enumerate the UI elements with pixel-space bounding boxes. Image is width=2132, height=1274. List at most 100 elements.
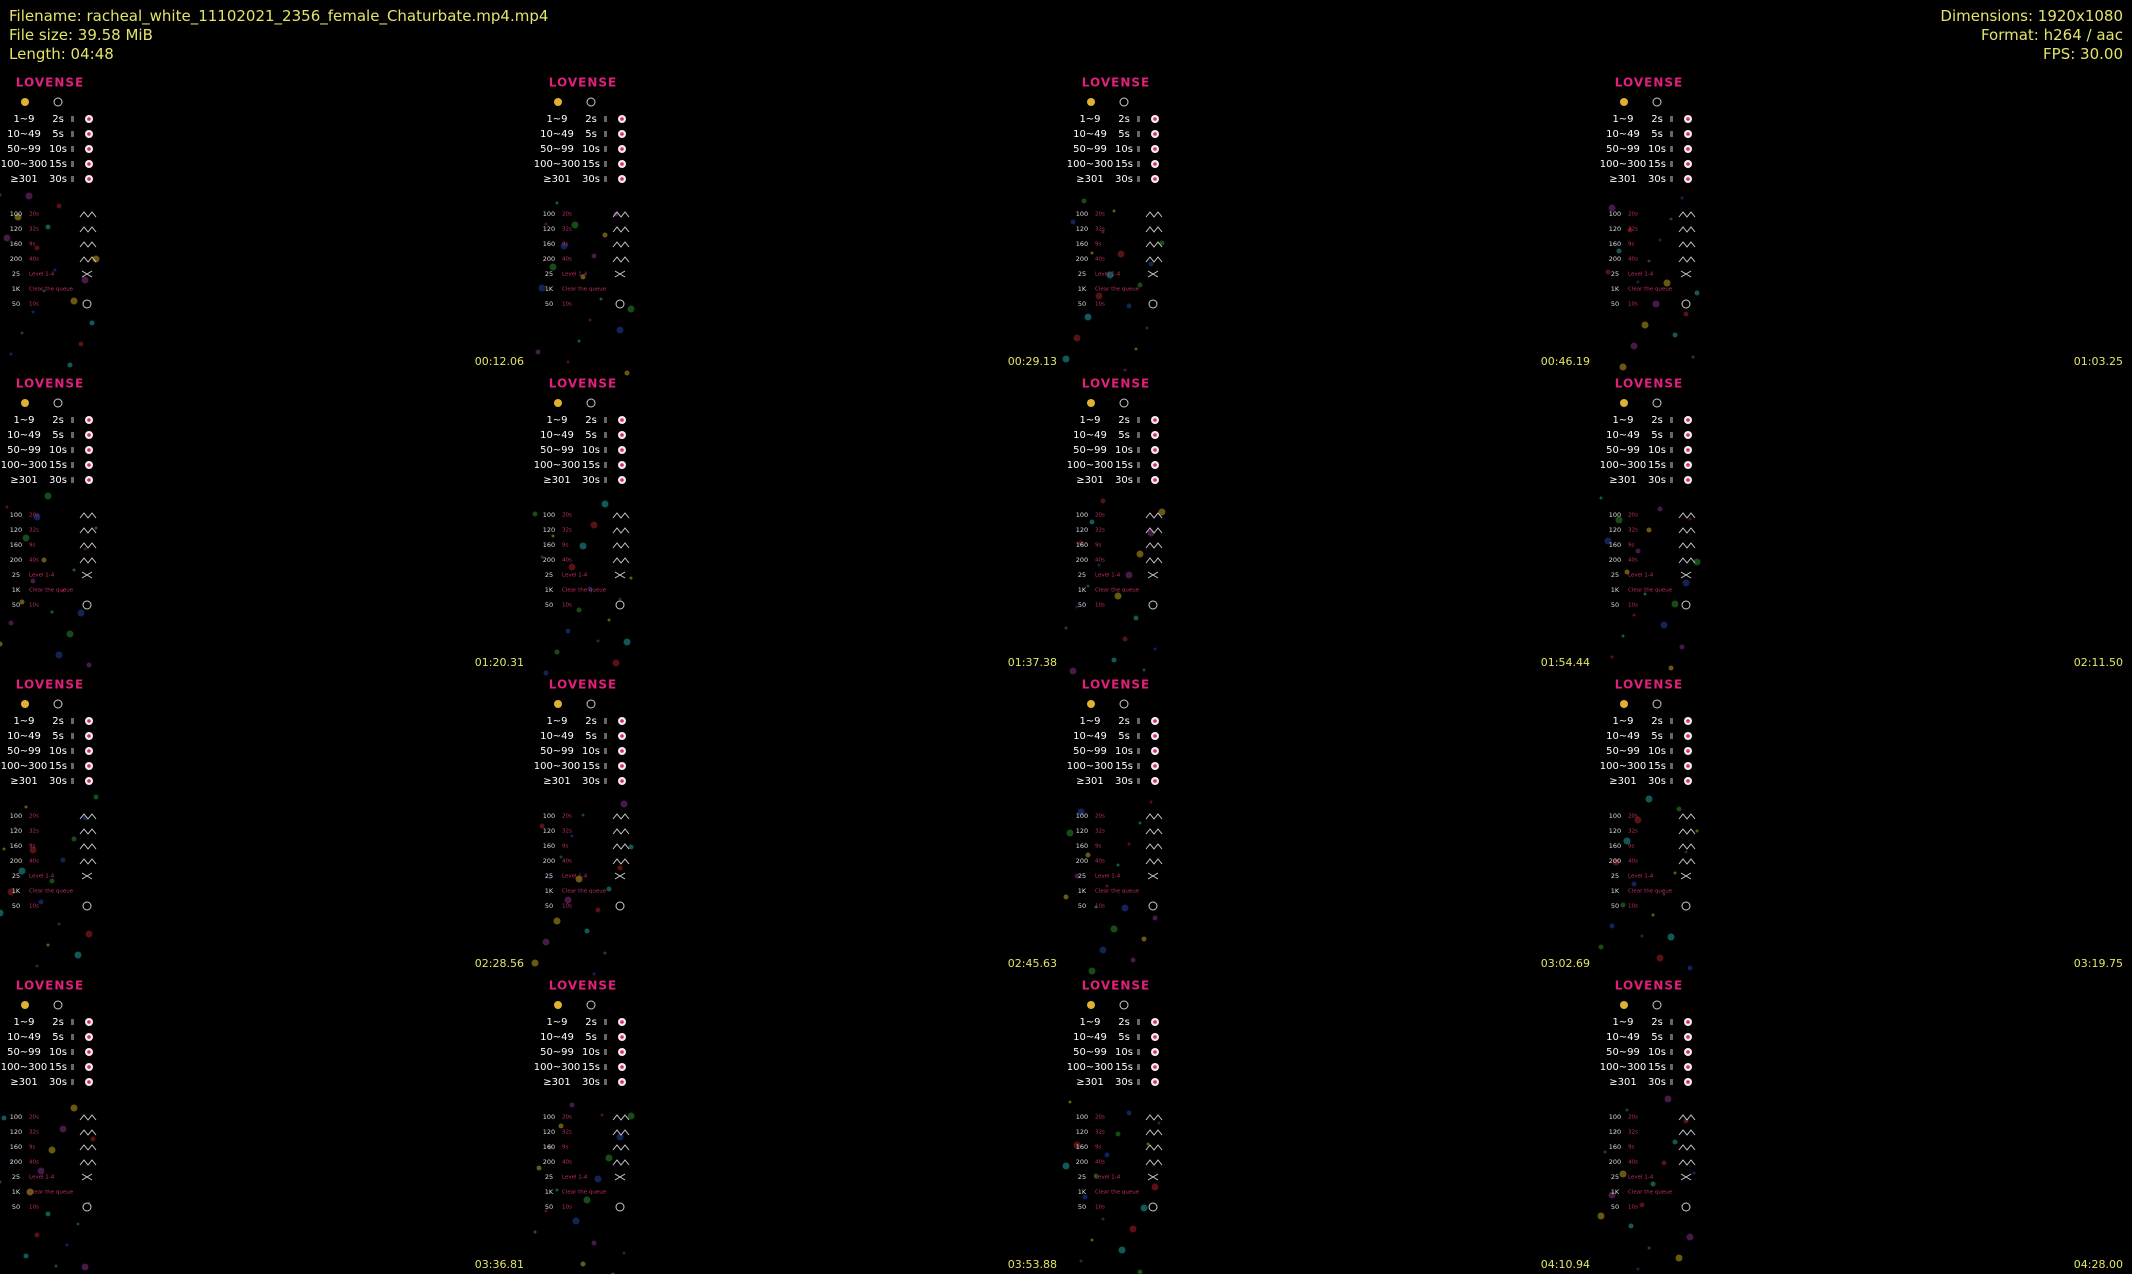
- tip-range: 100~300: [1, 1062, 48, 1073]
- video-speck: [1145, 326, 1149, 330]
- video-speck: [90, 1136, 96, 1142]
- special-label: 20s: [1095, 814, 1105, 820]
- level-icon-dot: [1153, 132, 1157, 136]
- video-speck: [55, 651, 63, 659]
- level-icon-dot: [1686, 177, 1690, 181]
- brand-logo: LOVENSE: [1082, 76, 1150, 90]
- level-bar: [1670, 131, 1673, 137]
- pattern-icon: [79, 512, 97, 519]
- video-speck: [566, 360, 570, 364]
- special-label: Level 1-4: [1628, 1175, 1654, 1181]
- special-amount: 200: [1609, 556, 1621, 564]
- level-bar: [71, 432, 74, 438]
- level-icon-dot: [1153, 779, 1157, 783]
- tip-duration: 10s: [1115, 445, 1133, 456]
- special-label: 10s: [1095, 1205, 1105, 1211]
- tip-duration: 30s: [1648, 174, 1666, 185]
- brand-logo: LOVENSE: [549, 678, 617, 692]
- tip-duration: 2s: [1118, 415, 1130, 426]
- special-amount: 100: [1609, 812, 1621, 820]
- pattern-icon: [612, 1159, 630, 1166]
- special-amount: 120: [543, 1128, 555, 1136]
- tip-duration: 5s: [52, 1032, 64, 1043]
- special-amount: 1K: [12, 1188, 21, 1196]
- tip-range: 1~9: [13, 114, 34, 125]
- level-icon-dot: [620, 1050, 624, 1054]
- file-size: File size: 39.58 MiB: [9, 26, 153, 44]
- level-icon-dot: [1153, 1050, 1157, 1054]
- video-speck: [1070, 219, 1076, 225]
- special-label: Clear the queue: [29, 287, 74, 293]
- level-bar: [1670, 718, 1673, 724]
- special-amount: 120: [1076, 225, 1088, 233]
- level-icon-dot: [620, 463, 624, 467]
- video-speck: [1662, 892, 1666, 896]
- video-speck: [86, 662, 92, 668]
- level-bar: [604, 718, 607, 724]
- tip-range: ≥301: [543, 1077, 570, 1088]
- video-speck: [42, 289, 46, 293]
- pattern-icon: [1145, 557, 1163, 564]
- special-label: 9s: [1095, 844, 1101, 850]
- tip-duration: 15s: [1648, 159, 1666, 170]
- tip-duration: 10s: [1648, 746, 1666, 757]
- tip-duration: 30s: [1115, 174, 1133, 185]
- video-speck: [1106, 271, 1114, 279]
- pattern-icon: [1678, 226, 1696, 233]
- special-label: 9s: [1095, 242, 1101, 248]
- video-speck: [1664, 1095, 1672, 1103]
- video-speck: [532, 511, 538, 517]
- video-speck: [45, 224, 51, 230]
- video-speck: [1, 1115, 7, 1121]
- special-amount: 200: [1076, 556, 1088, 564]
- stop-icon: [82, 901, 92, 911]
- video-speck: [93, 794, 99, 800]
- video-speck: [627, 305, 635, 313]
- level-bar: [1670, 146, 1673, 152]
- special-amount: 50: [545, 902, 553, 910]
- level-bar: [604, 176, 607, 182]
- video-speck: [564, 896, 572, 904]
- tip-duration: 30s: [1115, 776, 1133, 787]
- video-speck: [1078, 540, 1084, 546]
- special-amount: 120: [1076, 526, 1088, 534]
- level-bar: [1137, 1079, 1140, 1085]
- level-bar: [1137, 176, 1140, 182]
- level-icon-dot: [1153, 418, 1157, 422]
- video-speck: [1130, 957, 1136, 963]
- special-label: 10s: [1095, 603, 1105, 609]
- special-amount: 50: [545, 1203, 553, 1211]
- video-speck: [44, 492, 52, 500]
- special-label: 9s: [29, 844, 35, 850]
- special-amount: 25: [1611, 571, 1619, 579]
- special-label: 10s: [562, 603, 572, 609]
- video-speck: [539, 823, 545, 829]
- special-label: 10s: [29, 603, 39, 609]
- level-icon-dot: [87, 433, 91, 437]
- special-label: 20s: [1628, 814, 1638, 820]
- tip-range: 10~49: [1073, 430, 1107, 441]
- special-label: Level 1-4: [562, 1175, 588, 1181]
- shuffle-icon: [1680, 1173, 1692, 1181]
- level-bar: [604, 146, 607, 152]
- level-icon-dot: [1153, 1035, 1157, 1039]
- brand-logo: LOVENSE: [16, 76, 84, 90]
- tip-duration: 10s: [49, 144, 67, 155]
- video-speck: [1111, 657, 1117, 663]
- special-label: 20s: [1628, 513, 1638, 519]
- level-bar: [71, 116, 74, 122]
- tip-duration: 2s: [52, 415, 64, 426]
- video-speck: [622, 1251, 626, 1255]
- tip-duration: 2s: [52, 716, 64, 727]
- special-amount: 160: [543, 240, 555, 248]
- video-speck: [605, 1154, 613, 1162]
- special-amount: 200: [1076, 255, 1088, 263]
- tip-range: 1~9: [546, 716, 567, 727]
- pattern-icon: [79, 1144, 97, 1151]
- coin-icon: [554, 98, 562, 106]
- video-speck: [60, 857, 66, 863]
- stop-icon: [615, 1202, 625, 1212]
- special-label: 32s: [1095, 1130, 1105, 1136]
- special-label: Clear the queue: [562, 889, 607, 895]
- shuffle-icon: [81, 270, 93, 278]
